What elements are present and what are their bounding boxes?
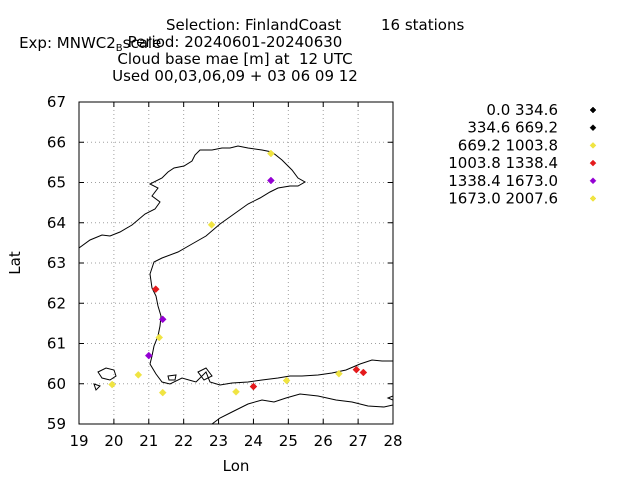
legend-marker bbox=[589, 142, 597, 149]
experiment-label: Exp: MNWC2Bscale bbox=[0, 16, 161, 72]
legend-label: 1003.8 1338.4 bbox=[448, 154, 558, 172]
period-label: Period: 20240601-20240630 bbox=[127, 33, 343, 51]
experiment-suffix: scale bbox=[122, 34, 162, 52]
legend-marker bbox=[589, 124, 597, 132]
x-tick-label: 20 bbox=[104, 432, 123, 450]
legend-marker bbox=[589, 106, 597, 114]
legend-label: 334.6 669.2 bbox=[467, 119, 558, 137]
y-axis-label: Lat bbox=[6, 251, 24, 275]
legend-label: 1338.4 1673.0 bbox=[448, 172, 558, 190]
x-tick-label: 25 bbox=[279, 432, 298, 450]
data-points bbox=[108, 149, 368, 397]
station-count: 16 stations bbox=[381, 16, 465, 34]
station-point bbox=[267, 176, 275, 185]
legend-label: 1673.0 2007.6 bbox=[448, 190, 558, 208]
y-tick-label: 67 bbox=[47, 93, 66, 111]
lead-times-label: Used 00,03,06,09 + 03 06 09 12 bbox=[112, 67, 358, 85]
legend-marker bbox=[589, 195, 597, 202]
legend-label: 0.0 334.6 bbox=[486, 101, 558, 119]
station-point bbox=[359, 368, 368, 377]
x-tick-label: 27 bbox=[349, 432, 368, 450]
station-point bbox=[155, 333, 164, 342]
y-tick-label: 59 bbox=[47, 415, 66, 433]
coastline bbox=[79, 145, 393, 424]
chart-title: Cloud base mae [m] at 12 UTC bbox=[117, 50, 353, 68]
station-point bbox=[108, 380, 116, 389]
x-tick-label: 28 bbox=[383, 432, 402, 450]
station-point bbox=[282, 376, 291, 385]
legend-label: 669.2 1003.8 bbox=[458, 136, 558, 154]
station-point bbox=[249, 382, 258, 391]
legend-marker bbox=[589, 159, 597, 167]
x-tick-label: 24 bbox=[244, 432, 263, 450]
x-tick-label: 19 bbox=[69, 432, 88, 450]
station-point bbox=[144, 351, 153, 360]
y-tick-label: 63 bbox=[47, 254, 66, 272]
station-point bbox=[134, 371, 143, 379]
y-tick-label: 65 bbox=[47, 174, 66, 192]
station-point bbox=[352, 365, 361, 374]
x-tick-label: 23 bbox=[209, 432, 228, 450]
y-tick-label: 62 bbox=[47, 294, 66, 312]
station-point bbox=[267, 149, 275, 158]
y-tick-label: 64 bbox=[47, 214, 66, 232]
station-point bbox=[158, 388, 167, 397]
grid bbox=[79, 102, 393, 424]
x-axis-label: Lon bbox=[223, 457, 250, 475]
station-point bbox=[151, 285, 160, 294]
station-point bbox=[232, 387, 240, 396]
x-tick-label: 21 bbox=[139, 432, 158, 450]
x-tick-label: 26 bbox=[314, 432, 333, 450]
experiment-name: Exp: MNWC2 bbox=[19, 34, 116, 52]
legend-marker bbox=[589, 177, 597, 185]
station-point bbox=[158, 315, 167, 324]
y-tick-label: 60 bbox=[47, 375, 66, 393]
station-point bbox=[335, 369, 343, 378]
y-tick-label: 61 bbox=[47, 335, 66, 353]
experiment-subscript: B bbox=[115, 43, 123, 54]
station-point bbox=[207, 220, 216, 229]
x-tick-label: 22 bbox=[174, 432, 193, 450]
axis-ticks: 19 20 21 22 23 24 25 26 27 28 59 60 61 62 63 64 65 66 67 bbox=[47, 93, 403, 450]
y-tick-label: 66 bbox=[47, 133, 66, 151]
selection-label: Selection: FinlandCoast bbox=[166, 16, 342, 34]
